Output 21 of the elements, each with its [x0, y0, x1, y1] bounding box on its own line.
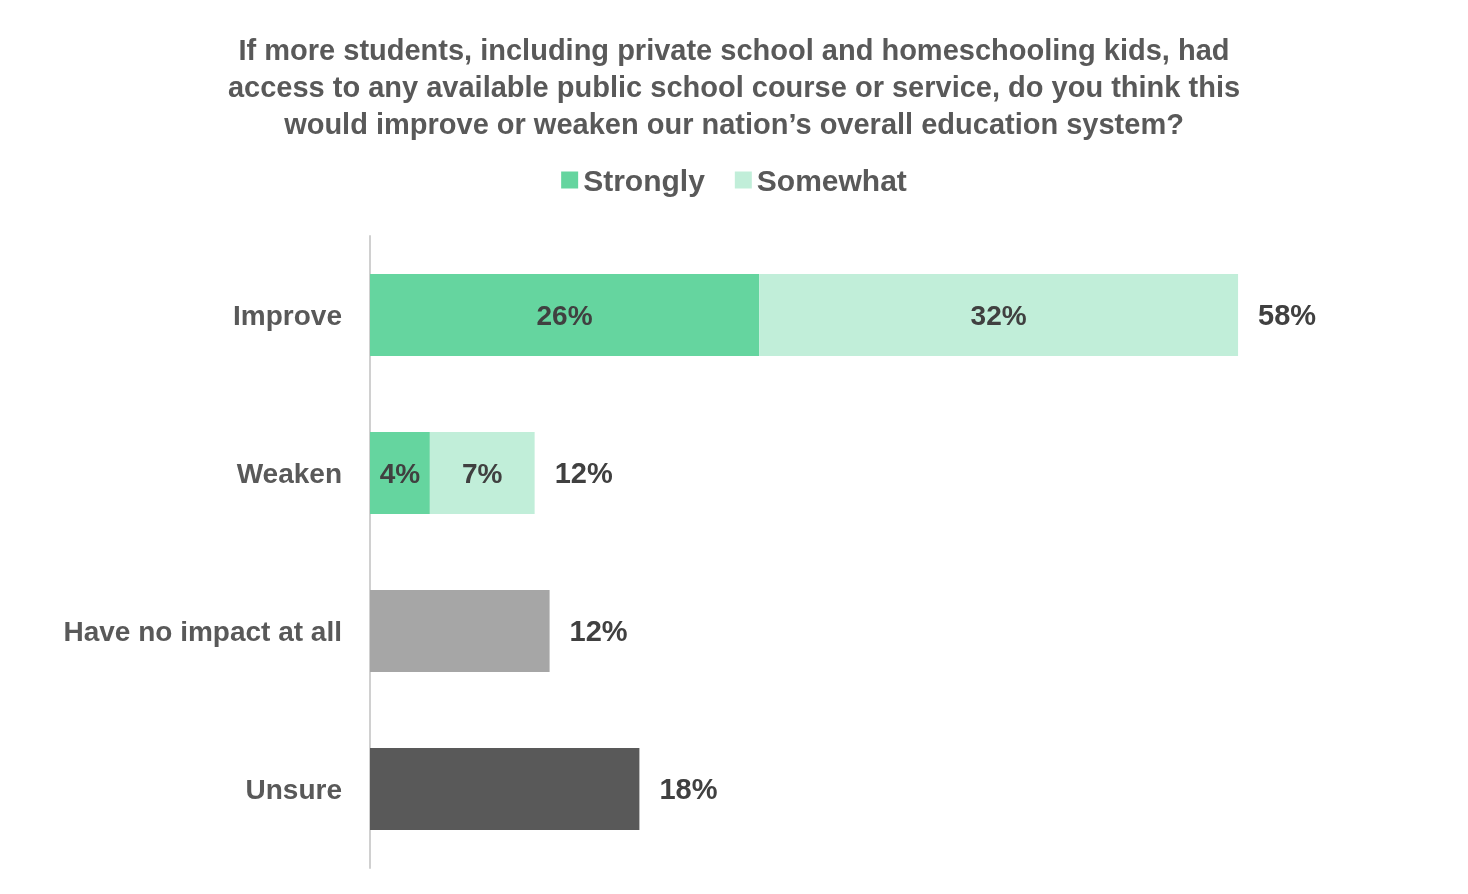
data-label: 4% [379, 457, 421, 489]
bar [370, 590, 550, 672]
y-tick-label: Have no impact at all [63, 615, 342, 647]
bar [370, 274, 760, 356]
legend-label: Strongly [583, 163, 706, 197]
total-label: 58% [1258, 299, 1317, 331]
data-label: 7% [462, 457, 503, 489]
data-label: 26% [536, 299, 593, 331]
total-label: 12% [554, 457, 613, 489]
data-label: 32% [970, 299, 1027, 331]
bar [429, 432, 535, 514]
legend-label: Somewhat [756, 163, 907, 197]
bar [759, 274, 1239, 356]
bar [370, 432, 430, 514]
y-tick-label: Unsure [245, 773, 342, 805]
y-tick-label: Improve [233, 299, 342, 331]
total-label: 18% [659, 773, 718, 805]
y-tick-label: Weaken [236, 457, 342, 489]
bar [370, 748, 640, 830]
chart-title: If more students, including private school and homeschooling kids, had access to any available public school course or service, do you think this would improve or weaken our nation’s overall education system? [227, 33, 1241, 140]
total-label: 12% [569, 615, 628, 647]
